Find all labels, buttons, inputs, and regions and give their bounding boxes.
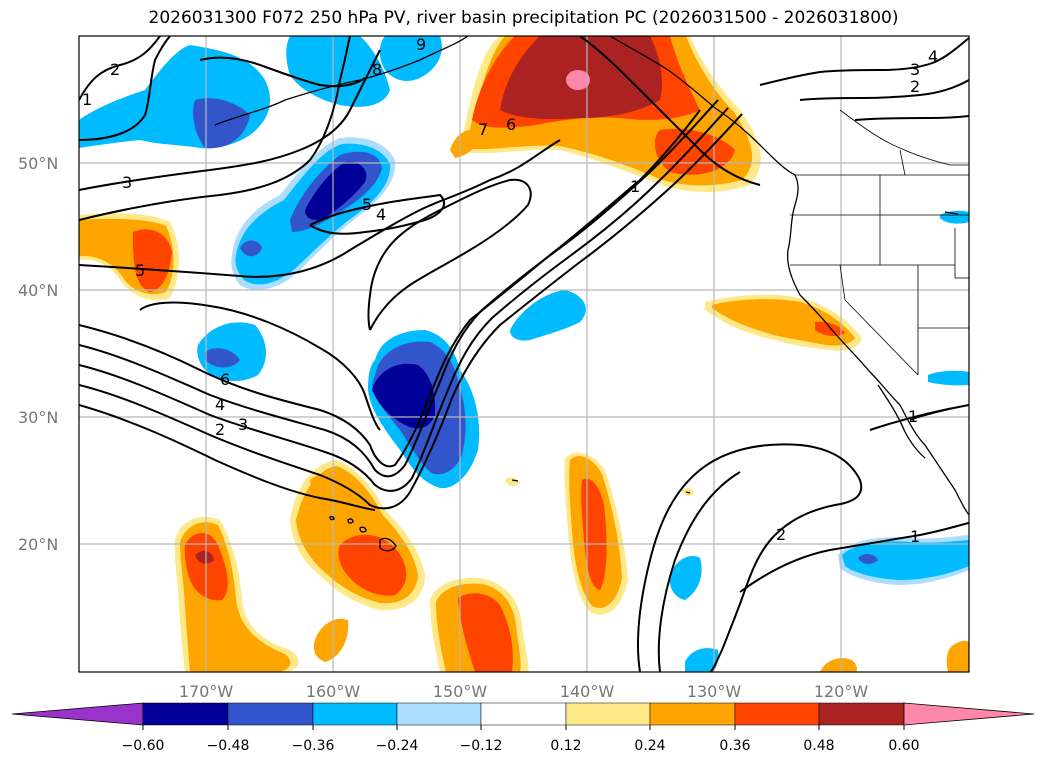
lat-label-40n: 40°N	[18, 281, 58, 300]
map-frame	[78, 35, 970, 673]
lat-label-50n: 50°N	[18, 154, 58, 173]
contour-label: 1	[908, 407, 918, 426]
colorbar-tick-label: −0.24	[376, 738, 419, 754]
contour-label: 4	[928, 47, 938, 66]
colorbar-segment	[565, 702, 651, 726]
colorbar-tick-label: −0.12	[460, 738, 503, 754]
colorbar-segment	[312, 702, 398, 726]
graticule	[79, 36, 969, 672]
latitude-labels: 50°N 40°N 30°N 20°N	[18, 154, 58, 554]
contour-label: 1	[910, 527, 920, 546]
contour-label: 1	[82, 90, 92, 109]
contour-label: 7	[478, 120, 488, 139]
colorbar-segment	[818, 702, 905, 726]
pv-contour-labels: 2 1 3 5 4 5 6 4 2 3 8 7 6 1 4 3 2 1 2 1 …	[82, 35, 938, 546]
colorbar-overflow-arrow	[903, 702, 1035, 726]
lon-label-140w: 140°W	[560, 682, 615, 701]
contour-label: 3	[122, 173, 132, 192]
contour-label: 3	[910, 60, 920, 79]
contour-label: 8	[372, 60, 382, 79]
contour-label: 1	[630, 177, 640, 196]
contour-label: 6	[220, 370, 230, 389]
political-borders	[790, 109, 969, 376]
contour-label: 5	[135, 261, 145, 280]
colorbar-segment	[396, 702, 482, 726]
lon-label-170w: 170°W	[179, 682, 234, 701]
contour-label: 3	[238, 415, 248, 434]
contour-label: 4	[215, 395, 225, 414]
lon-label-160w: 160°W	[306, 682, 361, 701]
contour-label: 2	[910, 77, 920, 96]
colorbar-segment	[649, 702, 736, 726]
contour-label: 5	[362, 195, 372, 214]
lat-label-30n: 30°N	[18, 408, 58, 427]
lon-label-120w: 120°W	[814, 682, 869, 701]
colorbar-segment	[142, 702, 229, 726]
lon-label-130w: 130°W	[687, 682, 742, 701]
colorbar-segment	[227, 702, 314, 726]
contour-label: 4	[376, 205, 386, 224]
contour-label: 2	[215, 420, 225, 439]
colorbar-segment	[734, 702, 820, 726]
precipitation-shading	[79, 36, 969, 672]
colorbar-segment	[480, 702, 567, 726]
contour-label: 6	[506, 115, 516, 134]
contour-label: 9	[416, 35, 426, 54]
colorbar-tick-label: 0.24	[634, 738, 665, 754]
colorbar-tick-label: −0.48	[207, 738, 250, 754]
colorbar-tick-label: 0.48	[803, 738, 834, 754]
pv-contours	[79, 36, 969, 672]
colorbar-tick-label: −0.60	[122, 738, 165, 754]
colorbar: −0.60 −0.48 −0.36 −0.24 −0.12 0.12 0.24 …	[11, 702, 1035, 754]
colorbar-tick-label: 0.36	[719, 738, 750, 754]
contour-label: 2	[776, 525, 786, 544]
lat-label-20n: 20°N	[18, 535, 58, 554]
contour-label: 2	[110, 60, 120, 79]
colorbar-ticks	[142, 725, 905, 730]
longitude-labels: 170°W 160°W 150°W 140°W 130°W 120°W	[179, 682, 869, 701]
map-title: 2026031300 F072 250 hPa PV, river basin …	[148, 8, 899, 28]
colorbar-tick-labels: −0.60 −0.48 −0.36 −0.24 −0.12 0.12 0.24 …	[122, 738, 920, 754]
colorbar-tick-label: 0.60	[888, 738, 919, 754]
colorbar-tick-label: −0.36	[292, 738, 335, 754]
lon-label-150w: 150°W	[433, 682, 488, 701]
colorbar-tick-label: 0.12	[550, 738, 581, 754]
colorbar-underflow-arrow	[11, 702, 144, 726]
